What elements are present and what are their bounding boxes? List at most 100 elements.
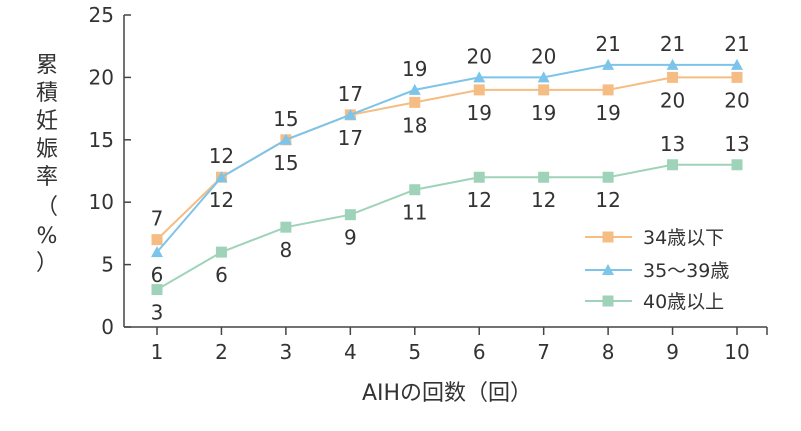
data-point [731, 71, 743, 83]
series-layer [151, 58, 743, 296]
data-label: 15 [273, 107, 298, 131]
data-label: 20 [660, 88, 685, 112]
x-tick-label: 4 [344, 340, 357, 364]
y-axis-title-char: % [37, 224, 58, 249]
y-tick-label: 10 [89, 190, 114, 214]
x-tick-label: 8 [602, 340, 615, 364]
data-point [538, 84, 550, 96]
x-tick-label: 3 [280, 340, 293, 364]
data-point [151, 234, 163, 246]
y-axis-title-char: 率 [36, 165, 58, 190]
x-tick-label: 1 [151, 340, 164, 364]
data-label: 13 [724, 132, 749, 156]
data-label: 12 [466, 188, 491, 212]
data-label: 12 [209, 144, 234, 168]
series-3 [151, 159, 743, 296]
data-label: 21 [595, 32, 620, 56]
y-axis-title-char: 累 [36, 53, 58, 78]
data-label: 12 [595, 188, 620, 212]
data-label: 20 [466, 44, 491, 68]
data-label: 19 [466, 101, 491, 125]
data-point [473, 84, 485, 96]
data-point [473, 171, 485, 183]
data-label: 20 [724, 88, 749, 112]
data-label: 15 [273, 151, 298, 175]
data-label: 20 [531, 44, 556, 68]
data-point [279, 133, 292, 145]
data-label: 6 [151, 263, 164, 287]
data-point [215, 171, 228, 183]
data-point [538, 171, 550, 183]
data-label: 19 [595, 101, 620, 125]
data-label: 3 [151, 301, 164, 325]
data-label: 12 [209, 188, 234, 212]
data-point [151, 246, 163, 258]
x-tick-label: 10 [724, 340, 749, 364]
x-tick-label: 5 [408, 340, 421, 364]
y-axis-title-char: ） [36, 251, 58, 276]
legend-item: 35〜39歳 [585, 260, 729, 282]
x-tick-label: 2 [215, 340, 228, 364]
data-point [409, 184, 421, 196]
data-point [731, 58, 743, 70]
data-label: 21 [660, 32, 685, 56]
data-label: 8 [280, 238, 293, 262]
data-point [408, 83, 421, 95]
data-label: 17 [338, 126, 363, 150]
x-axis-title: AIHの回数（回） [362, 381, 532, 406]
data-point [666, 58, 679, 70]
data-point [280, 221, 292, 233]
data-point [151, 284, 163, 296]
legend-marker [602, 295, 614, 307]
series-1 [151, 71, 743, 246]
x-tick-label: 7 [537, 340, 550, 364]
data-labels: 7 6 3 12 12 6 15 15 8 17 17 9 19 18 11 20 19 12 20 19 12 21 19… [151, 32, 750, 325]
x-tick-label: 9 [666, 340, 679, 364]
legend-label: 35〜39歳 [643, 260, 729, 282]
data-point [537, 71, 550, 83]
data-label: 12 [531, 188, 556, 212]
data-label: 11 [402, 201, 427, 225]
y-axis-title-char: 積 [36, 81, 58, 106]
y-axis-title-char: 妊 [36, 109, 58, 134]
legend-item: 34歳以下 [585, 227, 724, 249]
data-label: 19 [531, 101, 556, 125]
data-label: 19 [402, 57, 427, 81]
y-axis-title-char: （ [36, 195, 58, 220]
data-point [215, 246, 227, 258]
data-point [602, 58, 615, 70]
data-label: 9 [344, 226, 357, 250]
y-tick-label: 15 [89, 128, 114, 152]
data-label: 21 [724, 32, 749, 56]
data-point [409, 96, 421, 108]
data-point [344, 209, 356, 221]
data-label: 13 [660, 132, 685, 156]
data-point [667, 71, 679, 83]
legend: 34歳以下 35〜39歳 40歳以上 [585, 227, 729, 313]
data-point [344, 108, 357, 120]
series-line [156, 63, 737, 253]
y-tick-label: 0 [101, 315, 114, 339]
legend-marker [602, 264, 614, 275]
legend-label: 40歳以上 [643, 291, 724, 313]
data-label: 6 [215, 263, 228, 287]
y-tick-label: 5 [101, 253, 114, 277]
data-point [731, 159, 743, 171]
x-tick-label: 6 [473, 340, 486, 364]
y-tick-label: 25 [89, 3, 114, 27]
data-label: 18 [402, 113, 427, 137]
data-point [602, 84, 614, 96]
y-axis-title-char: 娠 [36, 137, 58, 162]
legend-label: 34歳以下 [643, 227, 724, 249]
legend-item: 40歳以上 [585, 291, 724, 313]
data-point [473, 71, 486, 83]
data-label: 7 [151, 207, 164, 231]
data-label: 17 [338, 82, 363, 106]
y-tick-label: 20 [89, 65, 114, 89]
data-point [602, 171, 614, 183]
data-point [667, 159, 679, 171]
series-2 [151, 58, 743, 258]
